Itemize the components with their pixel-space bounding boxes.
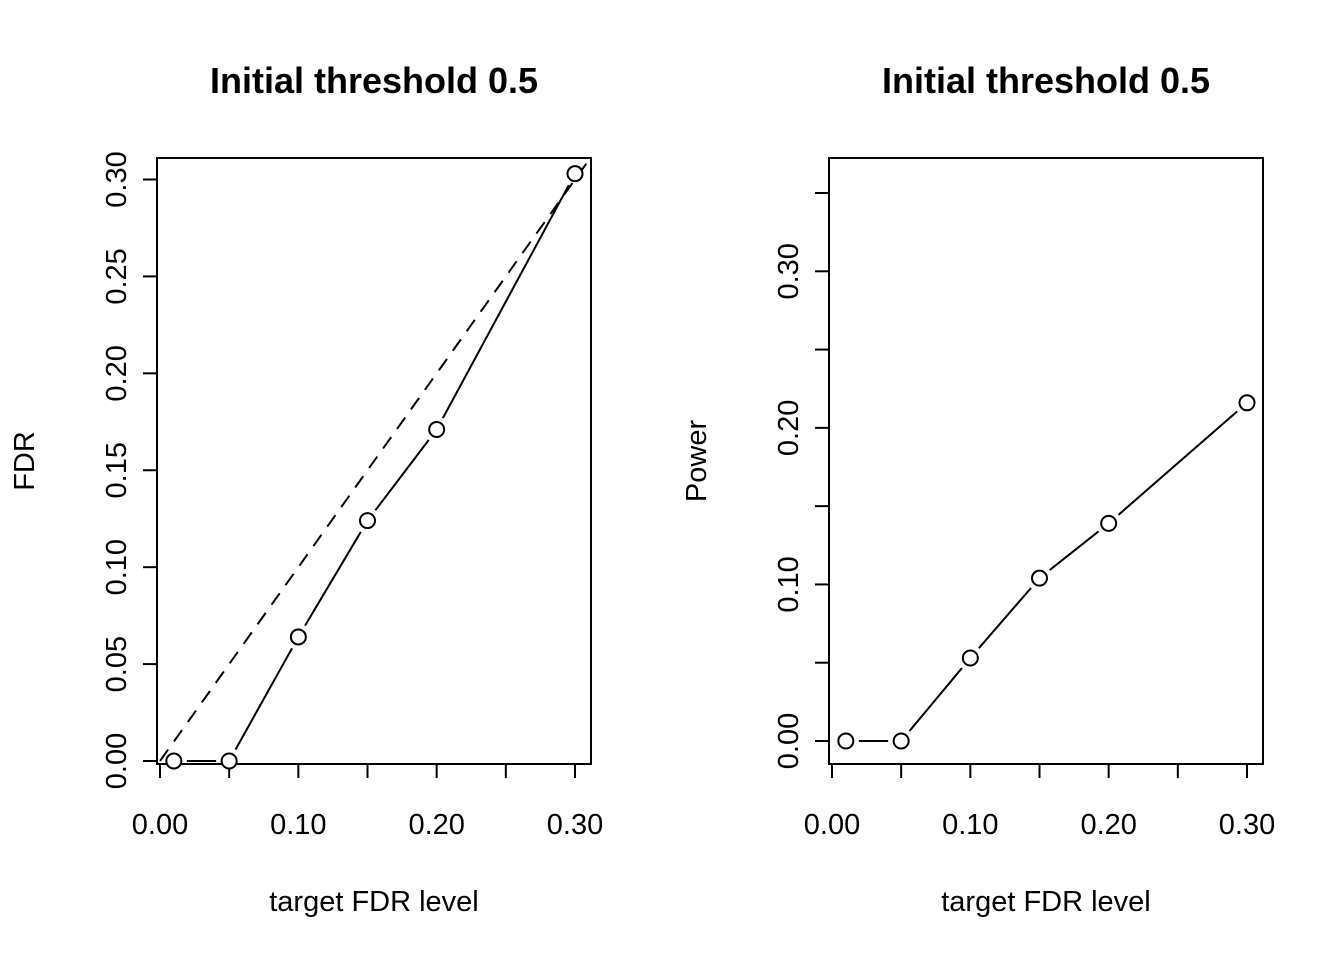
plot-marks: 0.00 0.10 0.20 0.30 0.00 0.10 0.20 0.30 [773,192,1275,841]
y-axis-label: Power [681,420,713,503]
data-point [566,165,584,183]
y-axis-label: FDR [9,431,41,491]
x-tick-label: 0.10 [942,809,998,841]
series-segment [1049,530,1100,571]
plot-frame [828,157,1264,765]
x-axis-label: target FDR level [941,886,1151,918]
y-tick-label: 0.10 [101,539,133,595]
y-tick-label: 0.20 [773,400,805,456]
power-panel: Initial threshold 0.5 target FDR level P… [681,60,1275,918]
y-tick-label: 0.00 [101,733,133,789]
series-segment [234,647,293,751]
x-tick-label: 0.10 [270,809,326,841]
data-point [1031,569,1048,587]
x-tick-label: 0.00 [804,809,860,841]
x-tick-label: 0.00 [132,809,188,841]
reference-line [159,159,590,762]
data-point [220,752,238,770]
plot-marks: 0.00 0.10 0.20 0.30 0.00 0.05 0.10 0.15 0.20 0.25… [101,151,603,841]
y-tick-label: 0.10 [773,556,805,612]
data-point [1100,514,1118,532]
series-segment [908,667,963,732]
x-tick-label: 0.30 [1219,809,1275,841]
series-segment [1117,410,1238,516]
y-tick-label: 0.20 [101,345,133,401]
series-segment [304,531,362,627]
data-point [289,628,307,646]
data-point [359,512,376,530]
y-tick-label: 0.05 [101,636,133,692]
chart-title: Initial threshold 0.5 [882,60,1210,101]
data-point [1238,394,1256,412]
y-tick-label: 0.25 [101,248,133,304]
y-tick-label: 0.30 [101,151,133,207]
x-tick-label: 0.20 [1080,809,1136,841]
y-tick-label: 0.15 [101,442,133,498]
data-point [428,421,446,439]
series-segment [374,439,430,511]
y-tick-label: 0.00 [773,713,805,769]
data-point [892,732,910,750]
data-point [837,732,855,750]
data-point [165,752,183,770]
series-segment [978,587,1032,649]
x-axis-label: target FDR level [269,886,479,918]
chart-title: Initial threshold 0.5 [210,60,538,101]
x-tick-label: 0.20 [408,809,464,841]
fdr-panel: Initial threshold 0.5 target FDR level F… [9,60,603,918]
data-point [961,649,979,667]
x-tick-label: 0.30 [547,809,603,841]
series-segment [441,184,570,419]
y-tick-label: 0.30 [773,243,805,299]
